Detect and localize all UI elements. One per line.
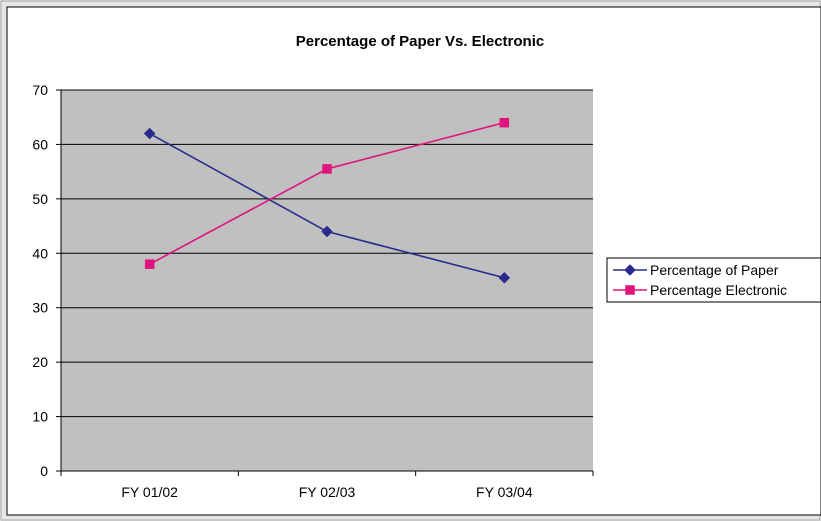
plot-area [61,90,593,471]
plot-background [61,90,593,471]
y-tick-label: 40 [32,245,48,261]
y-tick-label: 30 [32,300,48,316]
series-point [323,164,332,173]
series-point [145,260,154,269]
x-tick-label: FY 03/04 [476,484,533,500]
y-tick-label: 60 [32,136,48,152]
y-tick-label: 20 [32,354,48,370]
legend-label: Percentage of Paper [650,262,779,278]
x-tick-label: FY 02/03 [299,484,356,500]
chart-title: Percentage of Paper Vs. Electronic [296,33,544,50]
y-tick-label: 50 [32,191,48,207]
series-point [500,118,509,127]
x-tick-label: FY 01/02 [121,484,178,500]
y-tick-label: 0 [40,463,48,479]
y-tick-label: 10 [32,409,48,425]
y-tick-label: 70 [32,82,48,98]
legend-label: Percentage Electronic [650,282,787,298]
legend: Percentage of Paper Percentage Electronic [607,258,821,302]
legend-marker [626,286,635,295]
